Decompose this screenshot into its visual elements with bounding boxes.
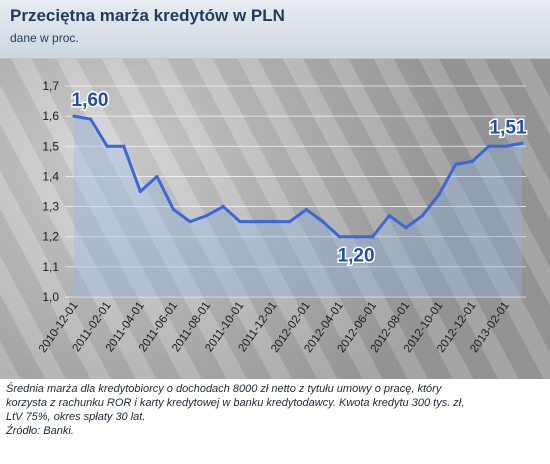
data-point — [288, 220, 292, 224]
data-point — [354, 235, 358, 239]
data-label: 1,20 — [338, 246, 375, 267]
data-point — [337, 235, 342, 239]
plot-background — [0, 59, 550, 379]
data-point — [470, 159, 474, 163]
line-chart: 1,01,11,21,31,41,51,61,71,601,201,512010… — [37, 79, 529, 355]
data-point — [420, 214, 425, 218]
y-tick-label: 1,3 — [42, 200, 59, 214]
footnote: Średnia marża dla kredytobiorcy o dochod… — [6, 382, 544, 438]
data-point — [238, 220, 242, 224]
data-point — [520, 141, 524, 145]
footnote-line: Średnia marża dla kredytobiorcy o dochod… — [6, 383, 442, 395]
y-tick-label: 1,2 — [42, 230, 59, 244]
chart-subtitle: dane w proc. — [10, 31, 79, 45]
data-label: 1,60 — [72, 90, 109, 111]
y-tick-label: 1,7 — [42, 79, 59, 93]
data-point — [171, 207, 176, 212]
header: Przeciętna marża kredytów w PLN dane w p… — [0, 0, 550, 59]
source-note: Źródło: Banki. — [6, 425, 74, 437]
y-tick-label: 1,4 — [42, 169, 59, 183]
data-point — [188, 220, 192, 224]
data-point — [404, 226, 408, 230]
data-point — [155, 174, 159, 179]
data-point — [122, 144, 126, 148]
area-fill — [74, 116, 522, 297]
series-line — [73, 114, 523, 239]
data-point — [88, 117, 93, 121]
data-point — [371, 235, 375, 239]
data-point — [205, 214, 209, 218]
data-point — [454, 162, 458, 166]
chart-title: Przeciętna marża kredytów w PLN — [10, 6, 285, 25]
data-point — [72, 114, 76, 118]
y-tick-label: 1,0 — [42, 290, 59, 304]
y-tick-label: 1,1 — [42, 260, 59, 274]
data-label: 1,51 — [490, 117, 527, 138]
data-point — [321, 220, 325, 224]
data-point — [387, 214, 391, 218]
data-point — [105, 144, 109, 148]
data-point — [221, 204, 225, 209]
footnote-line: LtV 75%, okres spłaty 30 lat. — [6, 411, 146, 423]
data-point — [254, 220, 259, 224]
data-point — [138, 189, 142, 194]
y-tick-label: 1,6 — [42, 109, 59, 123]
data-point — [503, 144, 508, 148]
data-point — [487, 144, 491, 148]
data-point — [304, 207, 308, 212]
footnote-line: korzysta z rachunku ROR i karty kredytow… — [6, 397, 465, 409]
data-point — [437, 192, 441, 197]
data-point — [271, 220, 275, 224]
y-tick-label: 1,5 — [42, 139, 59, 153]
